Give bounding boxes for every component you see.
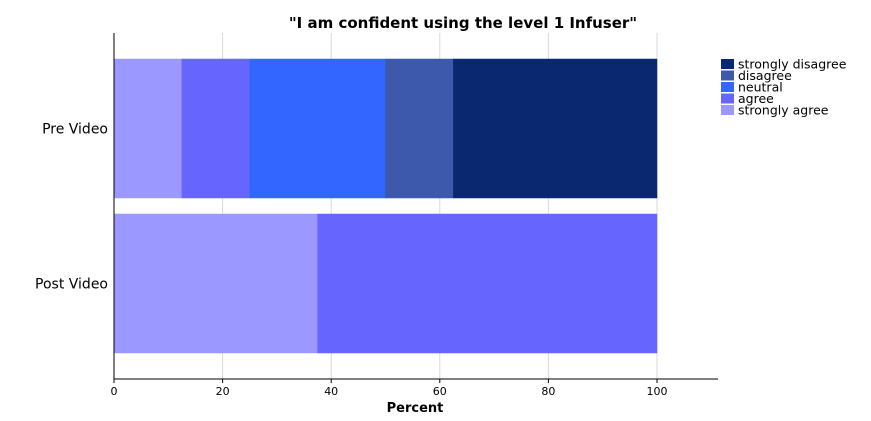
bar-pre-video-strongly-disagree (453, 58, 658, 199)
category-labels: Pre Video Post Video (35, 122, 108, 293)
x-tick-label-60: 60 (433, 385, 447, 398)
legend-label-disagree: disagree (738, 68, 792, 83)
legend-label-neutral: neutral (738, 80, 783, 95)
category-label-post-video: Post Video (35, 277, 108, 293)
legend-swatch-neutral (721, 82, 734, 92)
bars (113, 58, 658, 354)
x-tick-label-100: 100 (647, 385, 668, 398)
axes (113, 33, 718, 383)
legend-label-strongly-disagree: strongly disagree (738, 57, 847, 72)
legend-swatch-strongly-agree (721, 105, 734, 115)
legend-label-strongly-agree: strongly agree (738, 103, 829, 118)
legend-swatch-agree (721, 93, 734, 104)
bar-pre-video-disagree (385, 58, 454, 199)
x-tick-label-0: 0 (111, 385, 118, 398)
bar-post-video-agree (317, 213, 658, 354)
bar-pre-video-agree (181, 58, 250, 199)
category-label-pre-video: Pre Video (42, 122, 108, 138)
legend-swatch-disagree (721, 70, 734, 81)
x-tick-label-40: 40 (324, 385, 338, 398)
legend: strongly disagreedisagreeneutralagreestr… (721, 57, 847, 118)
bar-post-video-strongly-agree (113, 213, 318, 354)
x-axis-title: Percent (387, 401, 444, 416)
x-tick-label-20: 20 (216, 385, 230, 398)
bar-pre-video-strongly-agree (113, 58, 183, 199)
x-tick-label-80: 80 (541, 385, 555, 398)
legend-label-agree: agree (738, 91, 774, 106)
chart-title: "I am confident using the level 1 Infuse… (289, 14, 637, 32)
x-tick-labels: 0 20 40 60 80 100 (111, 385, 668, 398)
bar-pre-video-neutral (249, 58, 386, 199)
legend-swatch-strongly-disagree (721, 59, 734, 69)
